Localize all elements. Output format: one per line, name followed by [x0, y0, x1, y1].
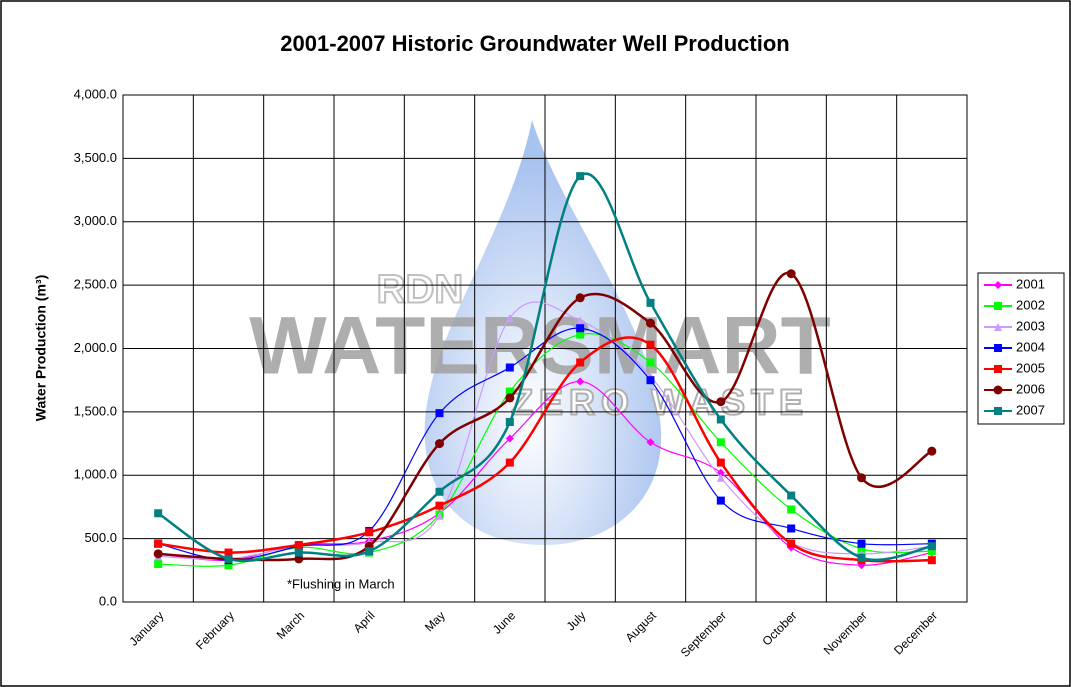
marker: [154, 540, 162, 548]
marker: [994, 365, 1002, 373]
marker: [154, 509, 162, 517]
marker: [717, 438, 725, 446]
legend-label: 2005: [1016, 360, 1045, 375]
legend-label: 2004: [1016, 339, 1045, 354]
y-tick-label: 2,000.0: [74, 340, 117, 355]
y-axis-label: Water Production (m³): [33, 275, 49, 421]
marker: [787, 505, 795, 513]
marker: [787, 492, 795, 500]
marker: [994, 344, 1002, 352]
y-tick-label: 3,500.0: [74, 150, 117, 165]
marker: [506, 459, 514, 467]
legend-label: 2003: [1016, 318, 1045, 333]
marker: [928, 556, 936, 564]
marker: [506, 418, 514, 426]
legend-label: 2002: [1016, 297, 1045, 312]
marker: [365, 528, 373, 536]
chart-title: 2001-2007 Historic Groundwater Well Prod…: [280, 31, 789, 56]
marker: [154, 560, 162, 568]
legend: 2001 2002 2003 2004 2005 2006 2007: [978, 273, 1064, 424]
y-tick-label: 3,000.0: [74, 213, 117, 228]
marker: [225, 555, 233, 563]
y-tick-label: 1,500.0: [74, 403, 117, 418]
marker: [436, 488, 444, 496]
marker: [647, 358, 655, 366]
marker: [295, 541, 303, 549]
legend-label: 2001: [1016, 276, 1045, 291]
marker: [505, 393, 514, 402]
y-tick-label: 4,000.0: [74, 86, 117, 101]
marker: [857, 473, 866, 482]
annotation: *Flushing in March: [287, 576, 395, 591]
marker: [154, 549, 163, 558]
marker: [576, 293, 585, 302]
marker: [436, 409, 444, 417]
marker: [647, 341, 655, 349]
marker: [365, 547, 373, 555]
chart: 2001-2007 Historic Groundwater Well Prod…: [0, 0, 1071, 687]
marker: [994, 386, 1003, 395]
legend-label: 2007: [1016, 402, 1045, 417]
marker: [295, 549, 303, 557]
marker: [576, 358, 584, 366]
marker: [927, 447, 936, 456]
marker: [994, 407, 1002, 415]
y-tick-label: 500.0: [84, 530, 117, 545]
marker: [436, 502, 444, 510]
marker: [928, 542, 936, 550]
y-tick-label: 2,500.0: [74, 277, 117, 292]
marker: [717, 497, 725, 505]
marker: [787, 524, 795, 532]
marker: [647, 299, 655, 307]
y-tick-label: 0.0: [99, 593, 117, 608]
marker: [506, 364, 514, 372]
marker: [994, 302, 1002, 310]
marker: [858, 540, 866, 548]
y-tick-label: 1,000.0: [74, 467, 117, 482]
marker: [717, 459, 725, 467]
marker: [717, 415, 725, 423]
marker: [576, 172, 584, 180]
marker: [435, 439, 444, 448]
marker: [787, 269, 796, 278]
marker: [716, 397, 725, 406]
marker: [787, 540, 795, 548]
marker: [576, 324, 584, 332]
marker: [646, 319, 655, 328]
marker: [858, 554, 866, 562]
marker: [647, 376, 655, 384]
legend-label: 2006: [1016, 381, 1045, 396]
